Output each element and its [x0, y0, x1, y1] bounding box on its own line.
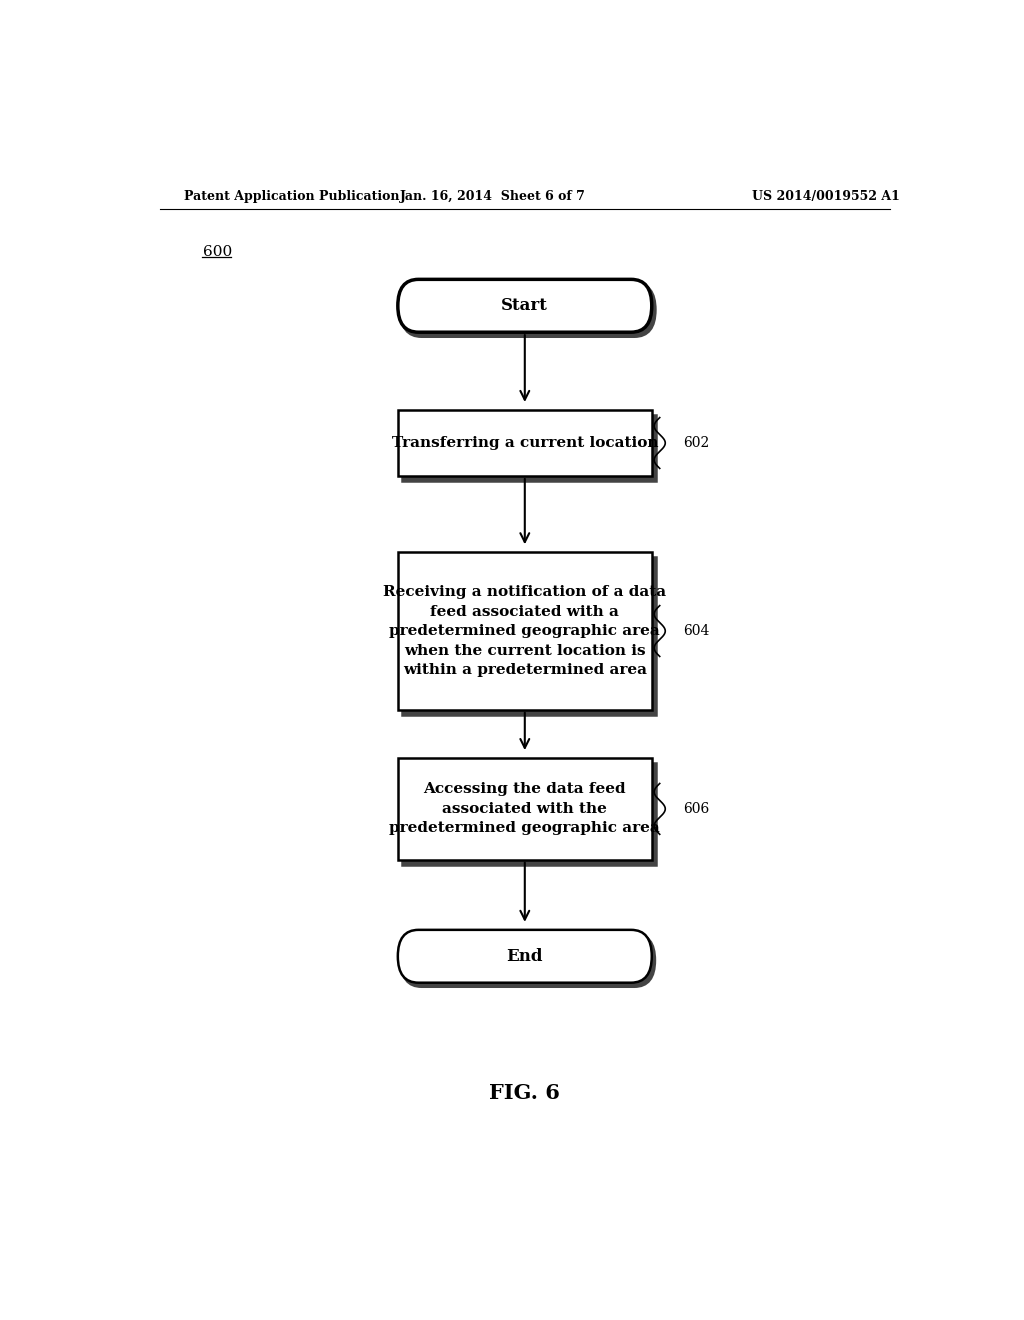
Bar	[397, 758, 651, 859]
Text: US 2014/0019552 A1: US 2014/0019552 A1	[753, 190, 900, 202]
Text: Accessing the data feed
associated with the
predetermined geographic area: Accessing the data feed associated with …	[389, 783, 660, 836]
FancyBboxPatch shape	[401, 284, 655, 337]
Text: 604: 604	[684, 624, 710, 638]
Text: Start: Start	[502, 297, 548, 314]
Text: End: End	[507, 948, 543, 965]
Text: Receiving a notification of a data
feed associated with a
predetermined geograph: Receiving a notification of a data feed …	[383, 585, 667, 677]
Bar	[401, 414, 655, 480]
Text: FIG. 6: FIG. 6	[489, 1084, 560, 1104]
Bar	[397, 411, 651, 477]
FancyBboxPatch shape	[397, 280, 651, 333]
Text: Jan. 16, 2014  Sheet 6 of 7: Jan. 16, 2014 Sheet 6 of 7	[400, 190, 586, 202]
FancyBboxPatch shape	[401, 935, 655, 987]
Text: Patent Application Publication: Patent Application Publication	[183, 190, 399, 202]
Bar	[401, 557, 655, 715]
Text: 602: 602	[684, 436, 710, 450]
Text: Transferring a current location: Transferring a current location	[391, 436, 658, 450]
Text: 606: 606	[684, 801, 710, 816]
FancyBboxPatch shape	[397, 929, 651, 982]
Bar	[401, 763, 655, 865]
Text: 600: 600	[204, 246, 232, 259]
Bar	[397, 552, 651, 710]
